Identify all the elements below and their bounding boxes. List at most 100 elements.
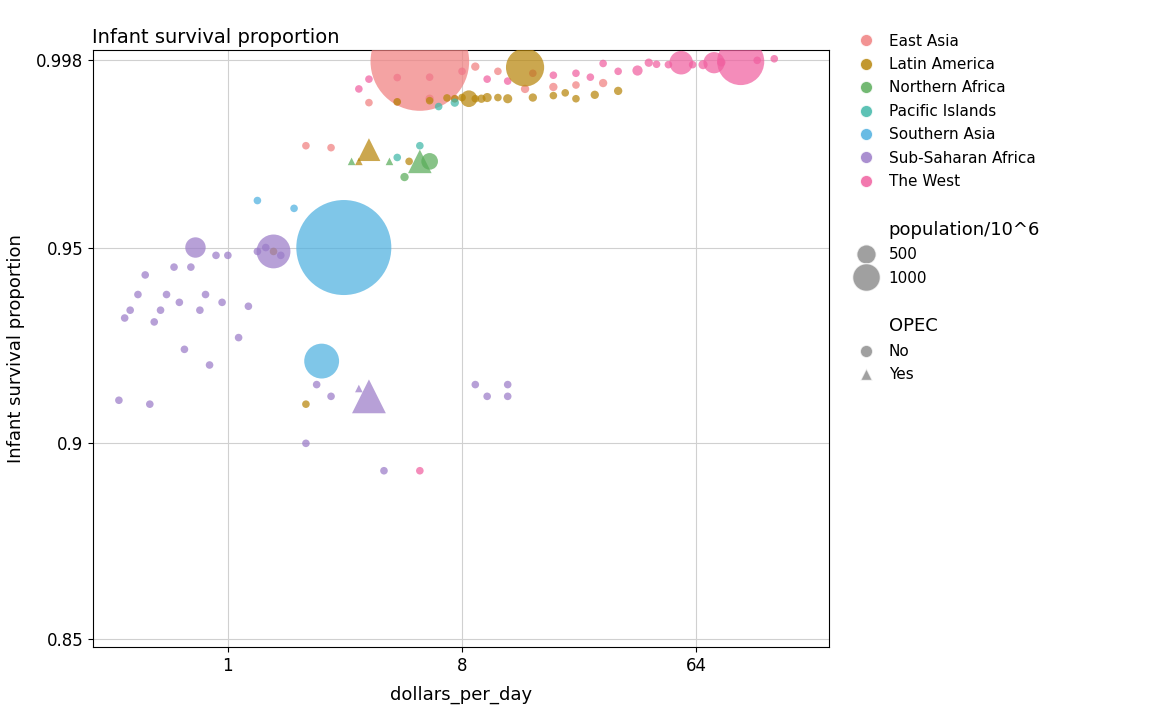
Point [420, 93, 439, 105]
Point [609, 65, 628, 77]
Point [334, 242, 353, 253]
Point [257, 242, 275, 253]
Point [499, 379, 517, 390]
Point [567, 93, 585, 105]
Point [196, 289, 214, 300]
Point [488, 65, 507, 77]
Point [556, 87, 575, 99]
Point [467, 61, 485, 73]
Point [121, 304, 139, 316]
Point [264, 246, 282, 257]
Point [388, 72, 407, 83]
Point [151, 304, 169, 316]
Point [297, 398, 316, 410]
Point [388, 151, 407, 163]
Point [129, 289, 147, 300]
Point [297, 140, 316, 151]
Point [453, 65, 471, 77]
Point [248, 195, 266, 206]
Point [388, 96, 407, 107]
Point [694, 59, 712, 70]
Point [705, 57, 723, 68]
Point [182, 262, 200, 273]
Point [400, 156, 418, 167]
Point [170, 296, 189, 308]
Point [594, 58, 613, 69]
Point [219, 250, 237, 261]
Point [581, 72, 599, 83]
Point [342, 156, 361, 167]
Point [544, 70, 562, 81]
Point [524, 92, 543, 103]
Point [359, 73, 378, 85]
Point [446, 93, 464, 105]
Point [453, 92, 471, 103]
Point [350, 83, 369, 95]
Point [350, 383, 369, 394]
Point [206, 250, 225, 261]
Point [467, 379, 485, 390]
Point [308, 379, 326, 390]
Point [478, 73, 497, 85]
Y-axis label: Infant survival proportion: Infant survival proportion [7, 234, 25, 463]
Legend: East Asia, Latin America, Northern Africa, Pacific Islands, Southern Asia, Sub-S: East Asia, Latin America, Northern Afric… [844, 28, 1046, 388]
Point [200, 359, 219, 370]
Point [659, 59, 677, 70]
Point [136, 269, 154, 281]
Point [395, 171, 414, 183]
Point [472, 93, 491, 105]
Point [420, 72, 439, 83]
Point [420, 95, 439, 107]
Point [712, 57, 730, 68]
Point [544, 90, 562, 101]
Point [141, 398, 159, 410]
Point [647, 58, 666, 70]
Point [499, 93, 517, 105]
Point [420, 156, 439, 167]
Point [499, 75, 517, 87]
Point [158, 289, 176, 300]
Point [410, 140, 429, 151]
Point [585, 89, 604, 100]
Point [115, 312, 134, 324]
Point [264, 246, 282, 257]
Text: Infant survival proportion: Infant survival proportion [92, 28, 340, 48]
Point [213, 296, 232, 308]
Point [488, 92, 507, 103]
Point [639, 57, 658, 68]
Point [594, 77, 613, 89]
Point [187, 242, 205, 253]
Point [478, 92, 497, 103]
Point [765, 53, 783, 65]
Point [312, 356, 331, 367]
Point [374, 465, 393, 476]
Point [672, 57, 690, 68]
Point [297, 438, 316, 449]
Point [683, 59, 702, 70]
Point [359, 144, 378, 155]
Point [359, 390, 378, 402]
Point [524, 68, 543, 79]
Point [430, 101, 448, 112]
Point [321, 142, 340, 154]
Point [388, 96, 407, 107]
Point [410, 56, 429, 68]
Point [516, 83, 535, 95]
Point [248, 246, 266, 257]
Point [410, 156, 429, 167]
Point [460, 93, 478, 105]
Point [191, 304, 210, 316]
Point [467, 93, 485, 105]
Point [229, 332, 248, 343]
Point [628, 65, 646, 76]
Point [285, 203, 303, 214]
Point [145, 316, 164, 328]
Point [446, 97, 464, 108]
Point [175, 343, 194, 355]
Point [478, 390, 497, 402]
Point [438, 92, 456, 104]
Point [410, 465, 429, 476]
Point [109, 395, 128, 406]
X-axis label: dollars_per_day: dollars_per_day [391, 686, 532, 704]
Point [446, 93, 464, 105]
